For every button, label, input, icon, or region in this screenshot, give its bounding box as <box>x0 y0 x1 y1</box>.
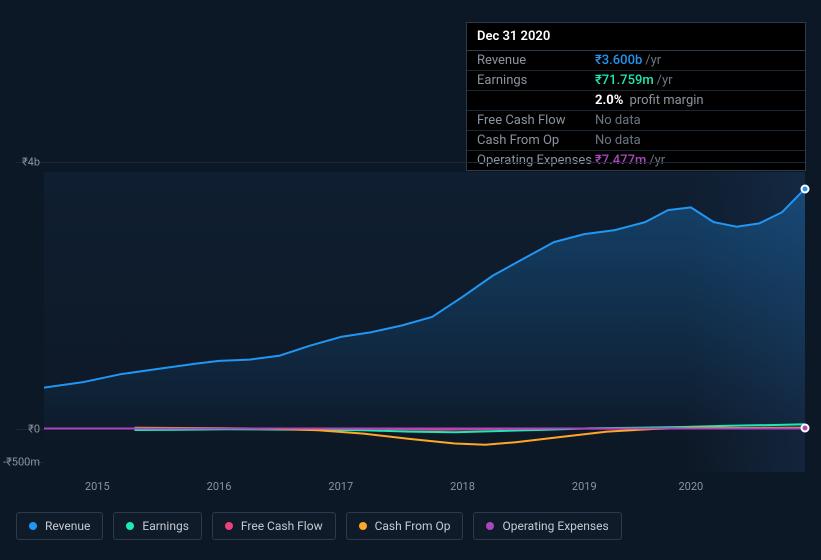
tooltip-row-value: ₹71.759m/yr <box>595 73 795 88</box>
tooltip-row: Operating Expenses₹7.477m/yr <box>467 150 805 170</box>
x-axis-label: 2015 <box>85 480 110 493</box>
series-end-marker <box>801 184 810 193</box>
chart-plot-area <box>44 172 805 472</box>
legend-item-earnings[interactable]: Earnings <box>113 512 202 540</box>
chart-legend: Revenue Earnings Free Cash Flow Cash From O… <box>16 512 622 540</box>
legend-swatch <box>29 522 37 530</box>
tooltip-row: Cash From OpNo data <box>467 130 805 150</box>
series-area-revenue <box>44 189 805 429</box>
legend-label: Earnings <box>142 519 189 533</box>
x-axis-label: 2019 <box>572 480 597 493</box>
legend-label: Cash From Op <box>375 519 451 533</box>
tooltip-row-extra: 2.0% profit margin <box>595 93 795 108</box>
tooltip-row-label: Operating Expenses <box>477 153 595 168</box>
y-axis-label: -₹500m <box>0 456 40 469</box>
tooltip-row-value: ₹7.477m/yr <box>595 153 795 168</box>
x-axis-label: 2017 <box>328 480 353 493</box>
tooltip-row-label: Earnings <box>477 73 595 88</box>
tooltip-row-label: Cash From Op <box>477 133 595 148</box>
tooltip-row-value: No data <box>595 113 795 128</box>
tooltip-row: Earnings₹71.759m/yr <box>467 70 805 90</box>
tooltip-row: Revenue₹3.600b/yr <box>467 51 805 70</box>
legend-label: Operating Expenses <box>502 519 608 533</box>
series-end-marker <box>801 424 810 433</box>
tooltip-row-label: Revenue <box>477 53 595 68</box>
y-axis-label: ₹0 <box>0 423 40 436</box>
x-axis-label: 2016 <box>207 480 232 493</box>
chart-svg <box>44 172 805 472</box>
chart-x-axis: 2015 2016 2017 2018 2019 2020 <box>44 480 805 498</box>
legend-item-free-cash-flow[interactable]: Free Cash Flow <box>212 512 336 540</box>
y-axis-label: ₹4b <box>0 156 40 169</box>
tooltip-row-label: Free Cash Flow <box>477 113 595 128</box>
x-axis-label: 2018 <box>450 480 475 493</box>
x-axis-label: 2020 <box>678 480 703 493</box>
tooltip-date: Dec 31 2020 <box>467 23 805 51</box>
legend-label: Revenue <box>45 519 90 533</box>
legend-swatch <box>126 522 134 530</box>
legend-swatch <box>486 522 494 530</box>
legend-item-revenue[interactable]: Revenue <box>16 512 103 540</box>
legend-swatch <box>359 522 367 530</box>
legend-label: Free Cash Flow <box>241 519 323 533</box>
legend-swatch <box>225 522 233 530</box>
tooltip-row-value: No data <box>595 133 795 148</box>
tooltip-row-value: ₹3.600b/yr <box>595 53 795 68</box>
legend-item-operating-expenses[interactable]: Operating Expenses <box>473 512 621 540</box>
gridline <box>16 162 805 163</box>
tooltip-row: 2.0% profit margin <box>467 90 805 110</box>
legend-item-cash-from-op[interactable]: Cash From Op <box>346 512 464 540</box>
tooltip-rows: Revenue₹3.600b/yrEarnings₹71.759m/yr 2.0… <box>467 51 805 170</box>
chart-tooltip: Dec 31 2020 Revenue₹3.600b/yrEarnings₹71… <box>466 22 806 171</box>
tooltip-row: Free Cash FlowNo data <box>467 110 805 130</box>
